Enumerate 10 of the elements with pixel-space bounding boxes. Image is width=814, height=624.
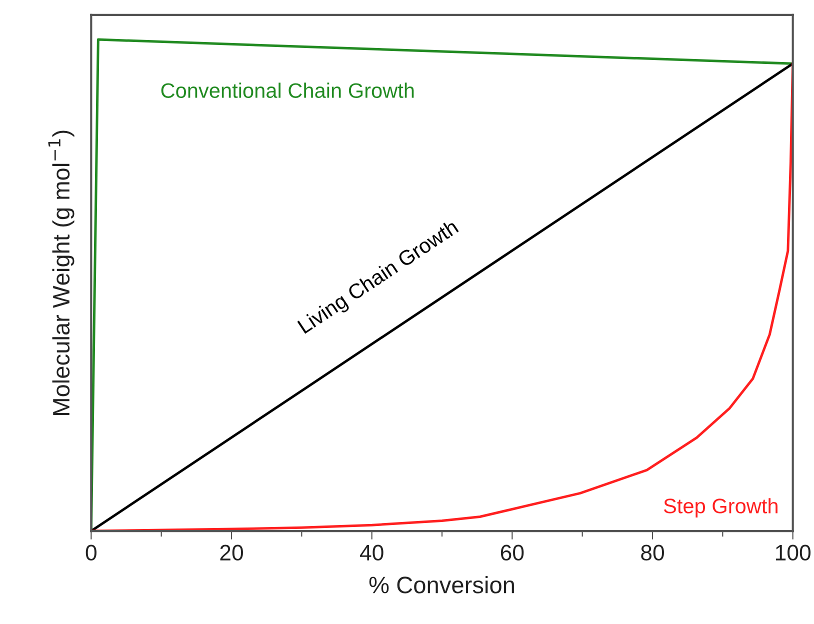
x-tick-label: 20 bbox=[220, 544, 243, 561]
y-axis-title: Molecular Weight (g mol$^{−1}$) bbox=[48, 130, 74, 415]
x-tick-label: 0 bbox=[86, 544, 96, 561]
x-tick-label: 100 bbox=[776, 544, 811, 561]
series-label: Step Growth bbox=[664, 498, 778, 518]
x-tick-label: 60 bbox=[500, 544, 524, 561]
x-tick-label: 40 bbox=[360, 544, 384, 561]
series-label: Conventional Chain Growth bbox=[161, 82, 414, 98]
x-axis-title: % Conversion bbox=[369, 576, 514, 594]
x-tick-label: 80 bbox=[641, 544, 664, 561]
